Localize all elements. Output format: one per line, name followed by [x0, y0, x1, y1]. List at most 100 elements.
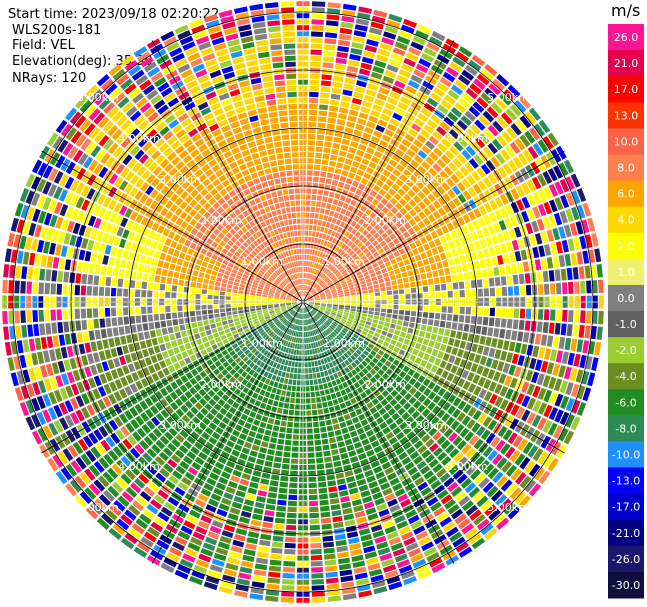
ray-gate — [336, 273, 342, 278]
ray-gate — [350, 306, 357, 309]
ray-gate — [337, 310, 343, 314]
ray-gate — [252, 392, 259, 399]
ray-gate — [303, 266, 306, 272]
ray-gate — [50, 309, 56, 321]
ray-gate — [96, 253, 104, 264]
ray-gate — [267, 398, 274, 406]
ray-gate — [457, 518, 471, 530]
ray-gate — [399, 331, 407, 338]
ray-gate — [225, 486, 236, 495]
ray-gate — [326, 356, 331, 363]
ray-gate — [421, 449, 432, 459]
ray-gate — [417, 481, 429, 492]
ray-gate — [440, 313, 447, 321]
ray-gate — [307, 325, 310, 331]
ray-gate — [347, 191, 355, 199]
ray-gate — [542, 454, 554, 468]
ray-gate — [550, 309, 556, 321]
ray-gate — [328, 191, 335, 198]
ray-gate — [261, 441, 269, 448]
field-label: Field: VEL — [12, 38, 75, 53]
ray-gate — [261, 305, 268, 308]
ray-gate — [571, 206, 580, 221]
ray-gate — [432, 189, 441, 199]
ray-gate — [336, 335, 342, 341]
ray-gate — [205, 575, 220, 585]
ray-gate — [249, 361, 255, 368]
ray-gate — [343, 513, 354, 521]
ray-gate — [362, 350, 369, 356]
ray-gate — [228, 406, 237, 415]
ray-gate — [462, 190, 472, 201]
ray-gate — [445, 177, 455, 188]
ray-gate — [254, 350, 260, 357]
ray-gate — [295, 312, 299, 318]
ray-gate — [350, 273, 357, 279]
ray-gate — [270, 367, 275, 374]
ray-gate — [340, 144, 349, 152]
ray-gate — [337, 113, 348, 120]
ray-gate — [414, 118, 425, 128]
ray-gate — [379, 552, 393, 562]
ray-gate — [470, 123, 482, 135]
ray-gate — [308, 304, 314, 307]
ray-gate — [313, 306, 319, 310]
ray-gate — [198, 421, 207, 431]
ray-gate — [339, 331, 346, 337]
ray-gate — [293, 312, 297, 317]
ray-gate — [402, 231, 410, 239]
ray-gate — [420, 324, 427, 331]
ray-gate — [486, 485, 499, 498]
ray-gate — [407, 128, 418, 138]
ray-gate — [421, 161, 431, 170]
ray-gate — [301, 307, 303, 313]
ray-gate — [334, 253, 339, 259]
ray-gate — [338, 296, 345, 299]
ray-gate — [297, 343, 300, 350]
ray-gate — [430, 501, 442, 512]
ray-gate — [343, 312, 349, 316]
ray-gate — [209, 280, 215, 286]
ray-gate — [354, 374, 361, 381]
ray-gate — [330, 324, 336, 329]
ray-gate — [559, 178, 570, 193]
ray-gate — [411, 471, 422, 481]
ray-gate — [402, 169, 412, 178]
ray-gate — [223, 465, 233, 474]
ray-gate — [256, 293, 262, 297]
ray-gate — [465, 464, 477, 476]
ray-gate — [389, 233, 397, 240]
ray-gate — [446, 314, 453, 321]
ray-gate — [308, 299, 314, 301]
ray-gate — [505, 108, 518, 121]
ray-gate — [132, 500, 144, 512]
ray-gate — [381, 304, 387, 309]
ray-gate — [361, 213, 369, 221]
ray-gate — [349, 53, 361, 61]
ray-gate — [440, 283, 447, 291]
ray-gate — [455, 264, 463, 273]
ray-gate — [234, 533, 246, 542]
ray-gate — [338, 356, 344, 363]
ray-gate — [360, 419, 369, 427]
ray-gate — [295, 355, 299, 362]
ray-gate — [376, 394, 385, 402]
ray-gate — [404, 282, 410, 289]
ray-gate — [380, 287, 386, 292]
ray-gate — [282, 457, 290, 464]
ray-gate — [177, 312, 184, 318]
ray-gate — [356, 328, 362, 333]
ray-gate — [402, 277, 409, 283]
ray-gate — [332, 331, 338, 337]
ray-gate — [430, 333, 437, 341]
ray-gate — [491, 256, 498, 266]
ray-gate — [234, 464, 244, 472]
ray-gate — [519, 456, 531, 470]
ray-gate — [395, 375, 403, 384]
ray-gate — [304, 254, 307, 260]
ray-gate — [167, 326, 174, 334]
ray-gate — [382, 183, 391, 192]
ray-gate — [325, 292, 331, 295]
ray-gate — [476, 518, 490, 531]
ray-gate — [366, 333, 373, 339]
